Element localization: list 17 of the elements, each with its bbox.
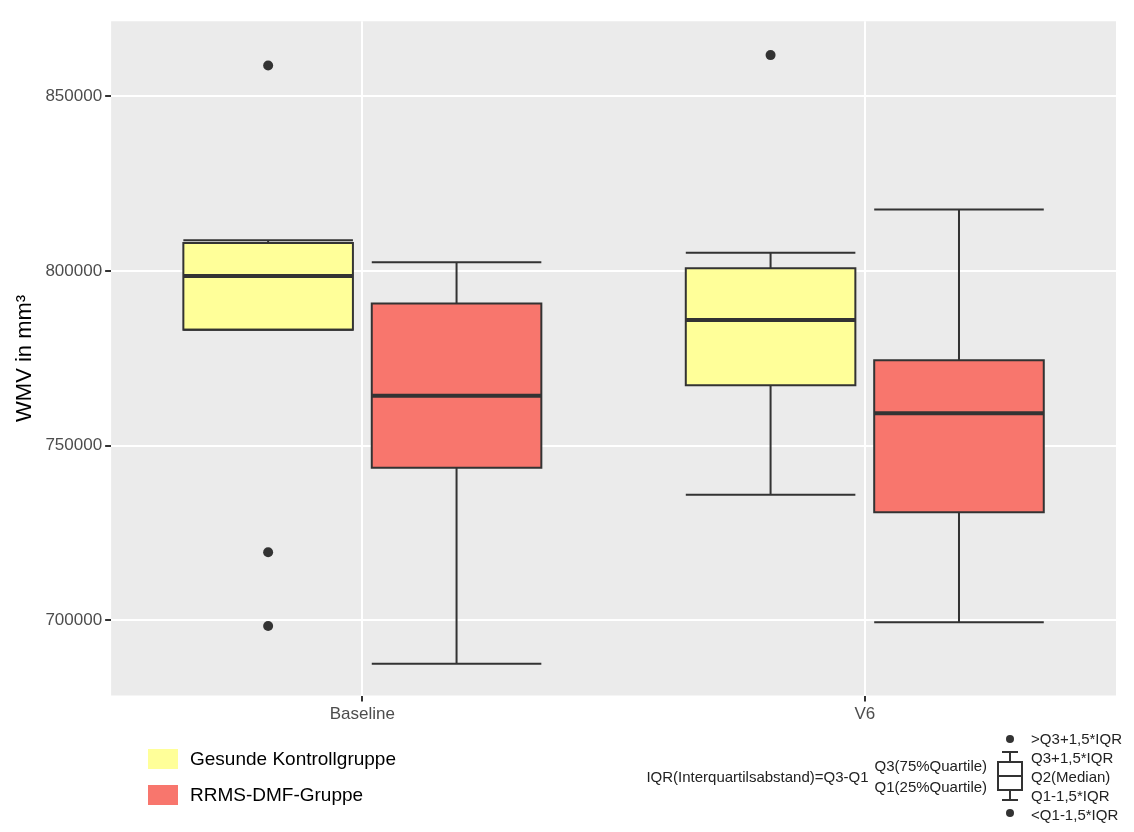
y-tick-label: 800000 bbox=[45, 260, 103, 280]
x-tick-label: V6 bbox=[854, 704, 876, 724]
text: Q1-1,5*IQR bbox=[1031, 786, 1111, 804]
legend-label: Gesunde Kontrollgruppe bbox=[190, 748, 396, 770]
legend-label: RRMS-DMF-Gruppe bbox=[190, 784, 364, 806]
y-tick-label: 750000 bbox=[45, 435, 103, 455]
text: Q3(75%Quartile) bbox=[874, 757, 988, 774]
text: Q3+1,5*IQR bbox=[1031, 748, 1115, 766]
y-tick-label: 850000 bbox=[45, 86, 103, 106]
text: >Q3+1,5*IQR bbox=[1031, 729, 1122, 747]
text: Q2(Median) bbox=[1031, 767, 1112, 785]
x-tick-label: Baseline bbox=[329, 704, 395, 724]
text: Q1(25%Quartile) bbox=[874, 778, 988, 795]
y-axis-title: WMV in mm³ bbox=[11, 294, 37, 422]
y-tick-label: 700000 bbox=[45, 610, 103, 630]
text: <Q1-1,5*IQR bbox=[1031, 805, 1120, 823]
text: IQR(Interquartilsabstand)=Q3-Q1 bbox=[646, 767, 869, 785]
